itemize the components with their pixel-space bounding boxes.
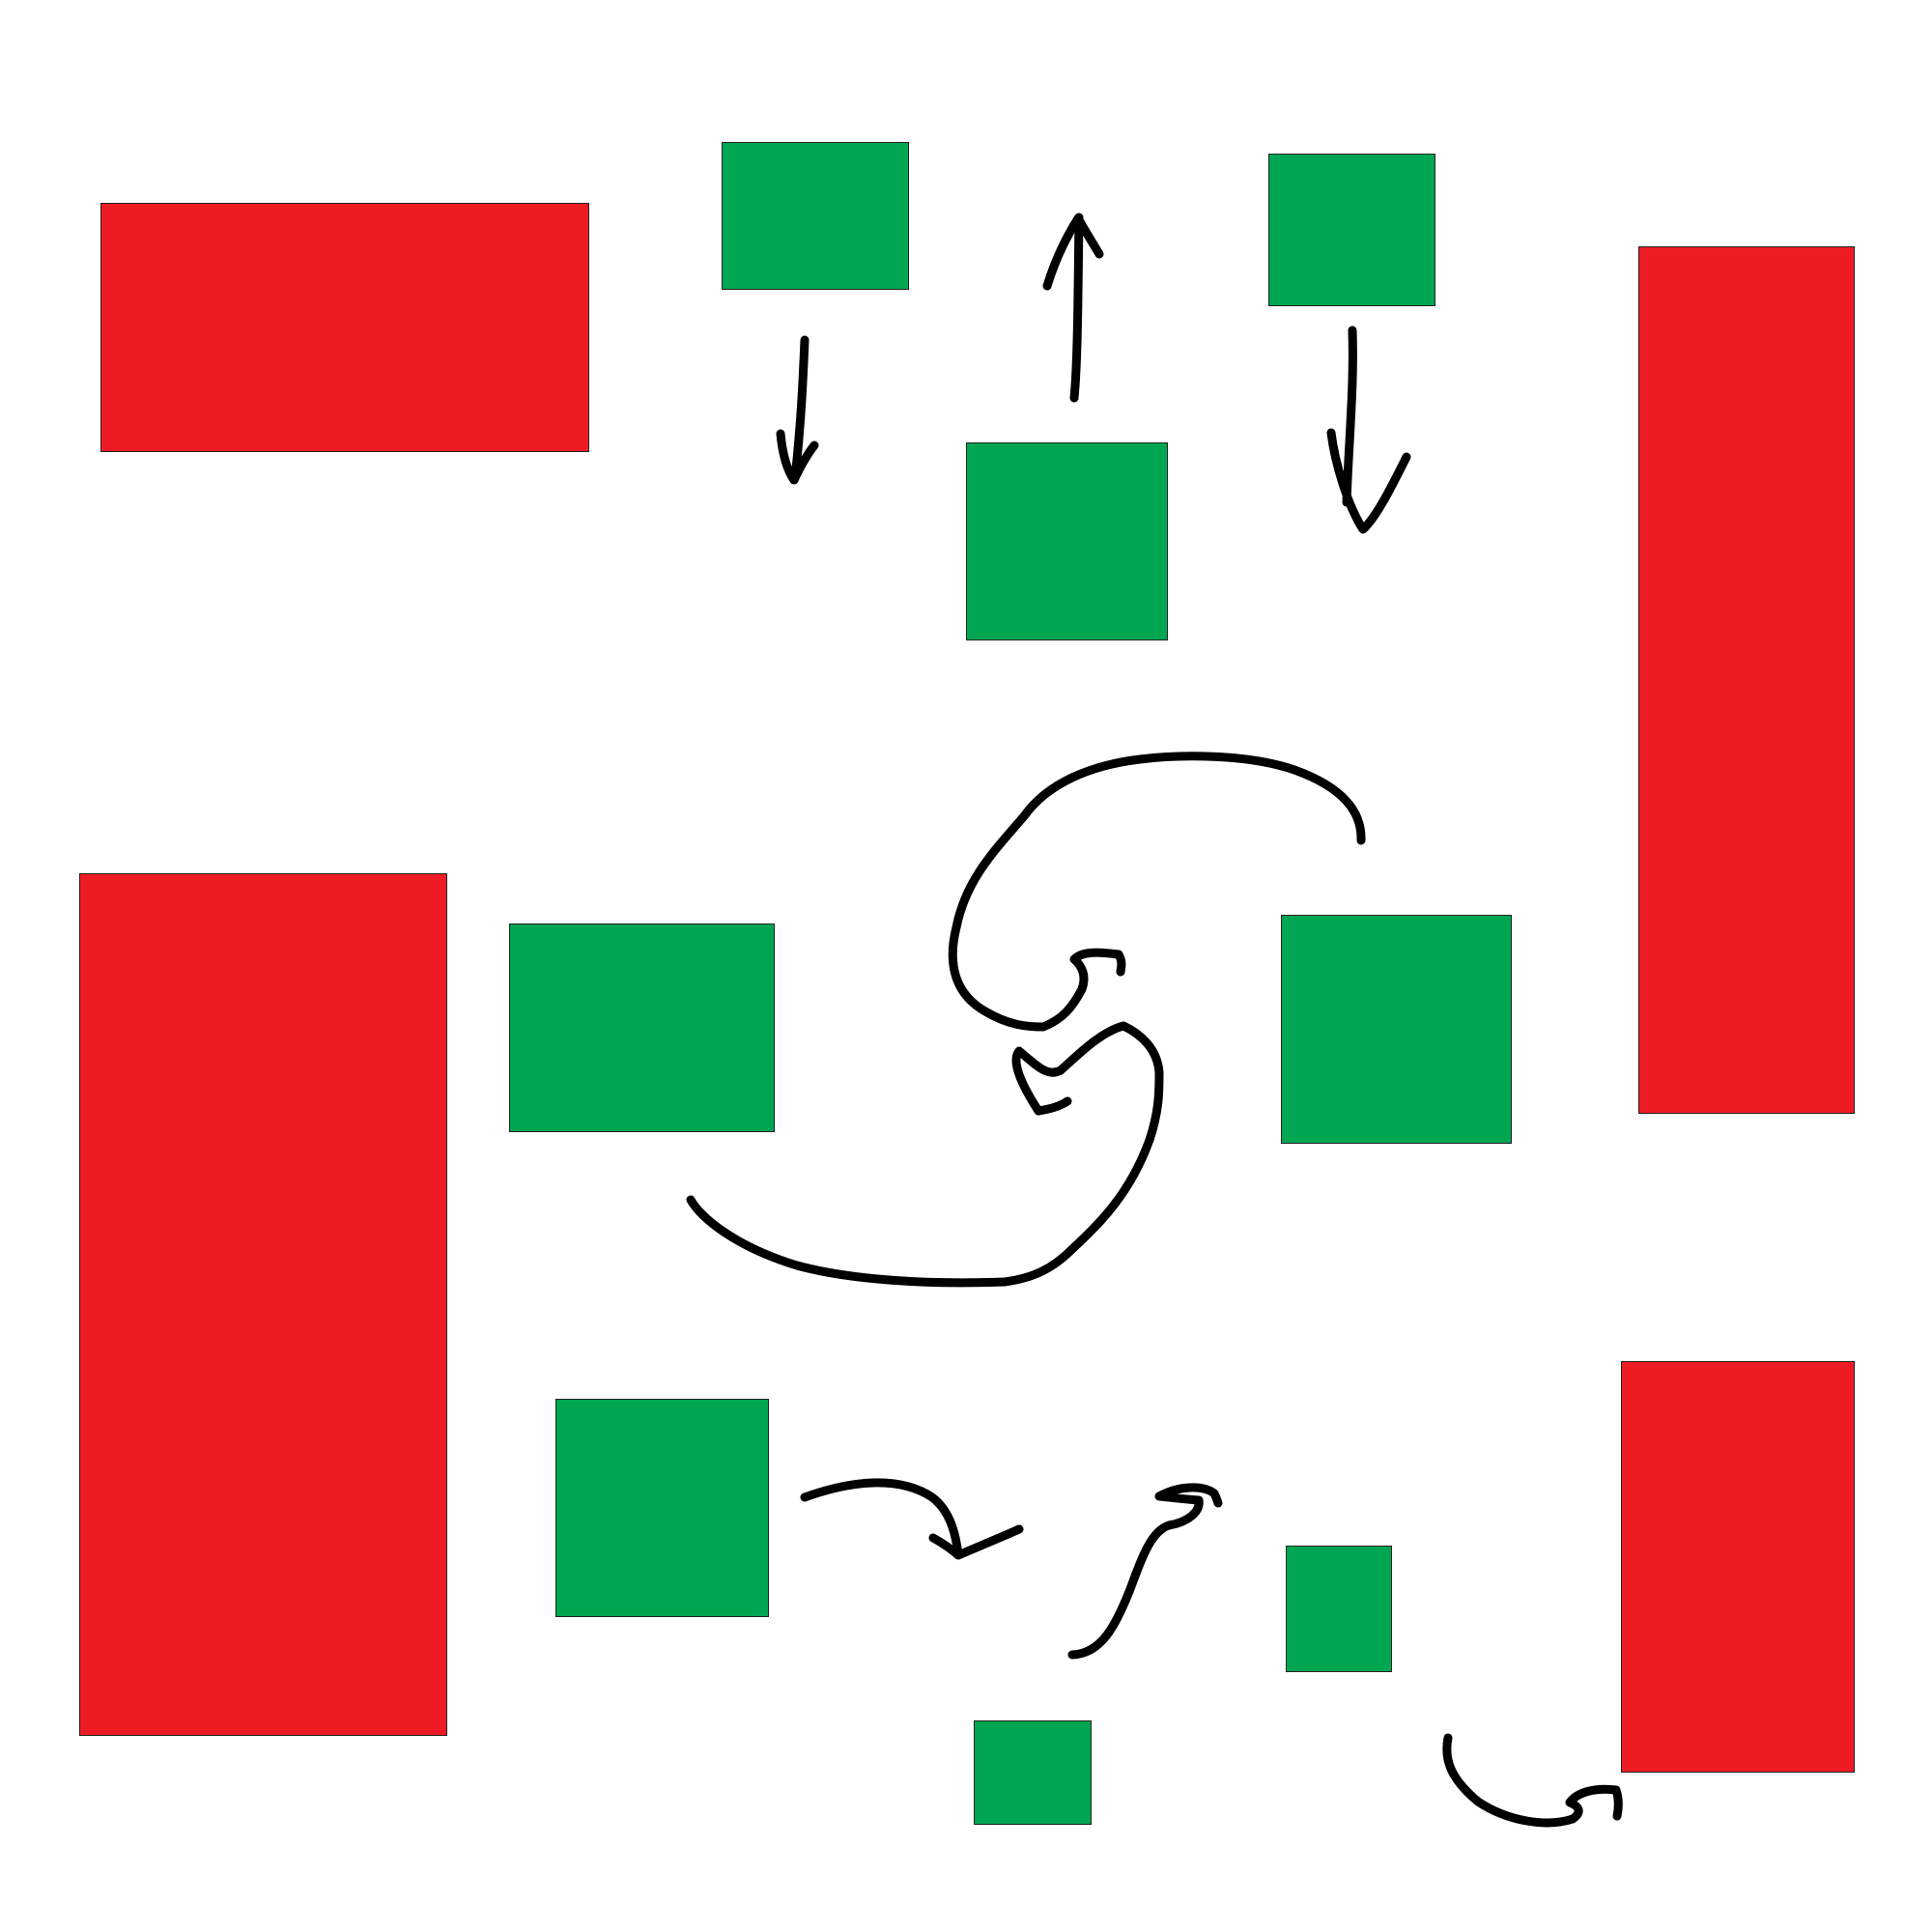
up-arrow-center <box>1042 213 1104 403</box>
red-block-right-tall <box>1638 246 1855 1114</box>
red-block-left-tall <box>79 873 447 1736</box>
green-block-top-left <box>722 142 909 290</box>
bottom-corner-hook <box>1442 1733 1623 1828</box>
green-block-bottom-small <box>1286 1546 1392 1672</box>
green-block-top-center <box>966 442 1168 640</box>
bottom-right-pointing-arrow <box>800 1478 1024 1560</box>
red-block-bottom-right <box>1621 1361 1855 1773</box>
green-block-top-right <box>1268 154 1435 306</box>
green-block-middle-right <box>1281 915 1512 1144</box>
down-arrow-right <box>1326 326 1411 534</box>
green-block-bottom-center <box>974 1720 1092 1825</box>
green-block-bottom-left <box>555 1399 769 1617</box>
bottom-squiggle-arrow <box>1067 1483 1223 1660</box>
red-block-top-left <box>100 203 589 452</box>
green-block-middle-left <box>509 923 775 1132</box>
down-arrow-left <box>776 335 819 485</box>
